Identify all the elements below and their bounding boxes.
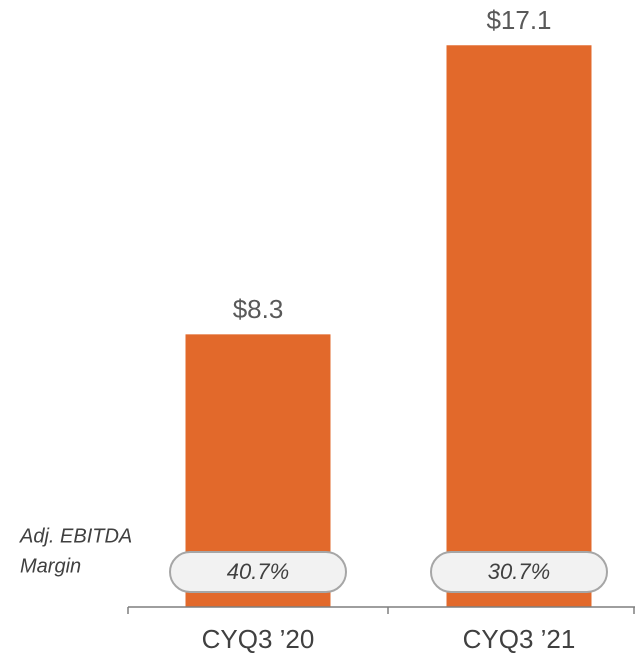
margin-pill bbox=[169, 551, 347, 593]
margin-label: 30.7% bbox=[488, 559, 550, 584]
value-label: $17.1 bbox=[486, 5, 551, 35]
x-tick-label: CYQ3 ’21 bbox=[463, 624, 576, 654]
margin-pill bbox=[430, 551, 608, 593]
margin-title: Margin bbox=[20, 555, 81, 577]
margin-title: Adj. EBITDA bbox=[19, 525, 132, 547]
margin-label: 40.7% bbox=[227, 559, 289, 584]
value-label: $8.3 bbox=[233, 294, 284, 324]
bar bbox=[446, 45, 592, 607]
x-tick-label: CYQ3 ’20 bbox=[202, 624, 315, 654]
